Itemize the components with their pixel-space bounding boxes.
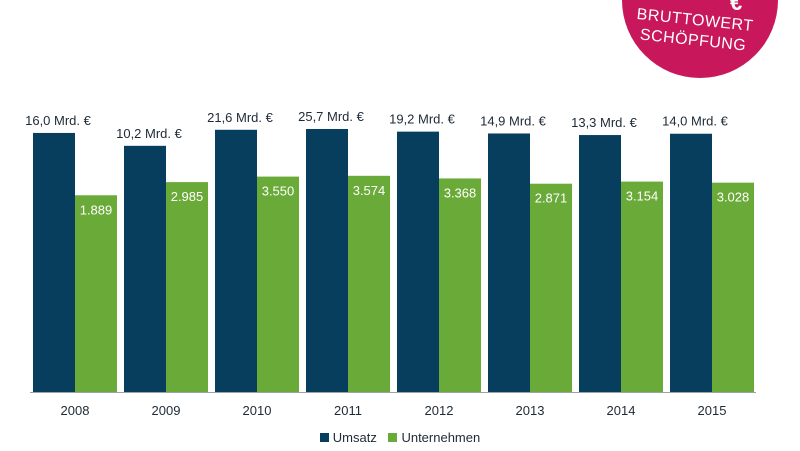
data-label-umsatz-2013: 14,9 Mrd. € [480, 113, 547, 128]
badge-euro-symbol: € [730, 0, 743, 15]
bar-unternehmen-2008 [75, 195, 117, 392]
x-tick-2008: 2008 [61, 403, 90, 418]
bar-umsatz-2009 [124, 145, 166, 392]
data-label-umsatz-2010: 21,6 Mrd. € [207, 110, 274, 125]
bars-group [33, 129, 754, 392]
x-tick-labels: 2008 2009 2010 2011 2012 2013 2014 2015 [61, 403, 727, 418]
data-label-umsatz-2009: 10,2 Mrd. € [116, 126, 183, 141]
legend: Umsatz Unternehmen [0, 430, 800, 445]
bar-umsatz-2015 [670, 133, 712, 392]
bar-unternehmen-2010 [257, 176, 299, 392]
bar-unternehmen-2013 [530, 183, 572, 392]
data-label-umsatz-2008: 16,0 Mrd. € [25, 113, 92, 128]
data-label-unternehmen-2014: 3.154 [626, 189, 659, 204]
bar-umsatz-2011 [306, 129, 348, 392]
bar-umsatz-2014 [579, 135, 621, 392]
legend-swatch-umsatz [319, 433, 329, 442]
legend-label-unternehmen: Unternehmen [401, 430, 481, 445]
bar-umsatz-2010 [215, 129, 257, 392]
data-label-umsatz-2015: 14,0 Mrd. € [662, 114, 729, 129]
x-tick-2013: 2013 [516, 403, 545, 418]
bar-unternehmen-2015 [712, 182, 754, 392]
bar-umsatz-2013 [488, 133, 530, 392]
bar-unternehmen-2014 [621, 181, 663, 392]
data-label-unternehmen-2010: 3.550 [262, 184, 295, 199]
legend-swatch-unternehmen [388, 433, 398, 442]
x-tick-2014: 2014 [607, 403, 636, 418]
data-label-unternehmen-2009: 2.985 [171, 189, 204, 204]
bar-unternehmen-2011 [348, 175, 390, 392]
legend-item-unternehmen: Unternehmen [388, 430, 480, 445]
bar-umsatz-2012 [397, 131, 439, 392]
x-tick-2011: 2011 [334, 403, 362, 418]
bar-umsatz-2008 [33, 132, 75, 392]
data-label-umsatz-2014: 13,3 Mrd. € [571, 115, 638, 130]
labels-group: 16,0 Mrd. € 1.889 10,2 Mrd. € 2.985 21,6 Mrd… [25, 109, 749, 217]
legend-label-umsatz: Umsatz [332, 430, 377, 445]
x-tick-2009: 2009 [152, 403, 181, 418]
x-tick-2015: 2015 [698, 403, 727, 418]
data-label-unternehmen-2008: 1.889 [80, 202, 113, 217]
data-label-umsatz-2011: 25,7 Mrd. € [298, 109, 365, 124]
bar-unternehmen-2009 [166, 182, 208, 392]
data-label-umsatz-2012: 19,2 Mrd. € [389, 112, 456, 127]
data-label-unternehmen-2012: 3.368 [444, 185, 477, 200]
x-tick-2012: 2012 [425, 403, 454, 418]
x-tick-2010: 2010 [243, 403, 272, 418]
bar-unternehmen-2012 [439, 178, 481, 392]
data-label-unternehmen-2013: 2.871 [535, 191, 568, 206]
legend-item-umsatz: Umsatz [319, 430, 377, 445]
data-label-unternehmen-2015: 3.028 [717, 190, 750, 205]
data-label-unternehmen-2011: 3.574 [353, 183, 386, 198]
